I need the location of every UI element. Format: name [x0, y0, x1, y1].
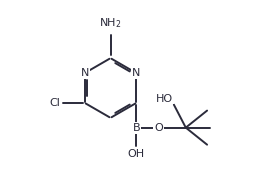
Text: N: N	[132, 68, 141, 78]
Text: OH: OH	[128, 149, 145, 159]
Text: N: N	[81, 68, 89, 78]
Text: B: B	[133, 123, 140, 133]
Text: Cl: Cl	[49, 98, 60, 108]
Text: HO: HO	[156, 94, 173, 104]
Text: NH$_2$: NH$_2$	[99, 16, 122, 30]
Text: O: O	[154, 123, 163, 133]
